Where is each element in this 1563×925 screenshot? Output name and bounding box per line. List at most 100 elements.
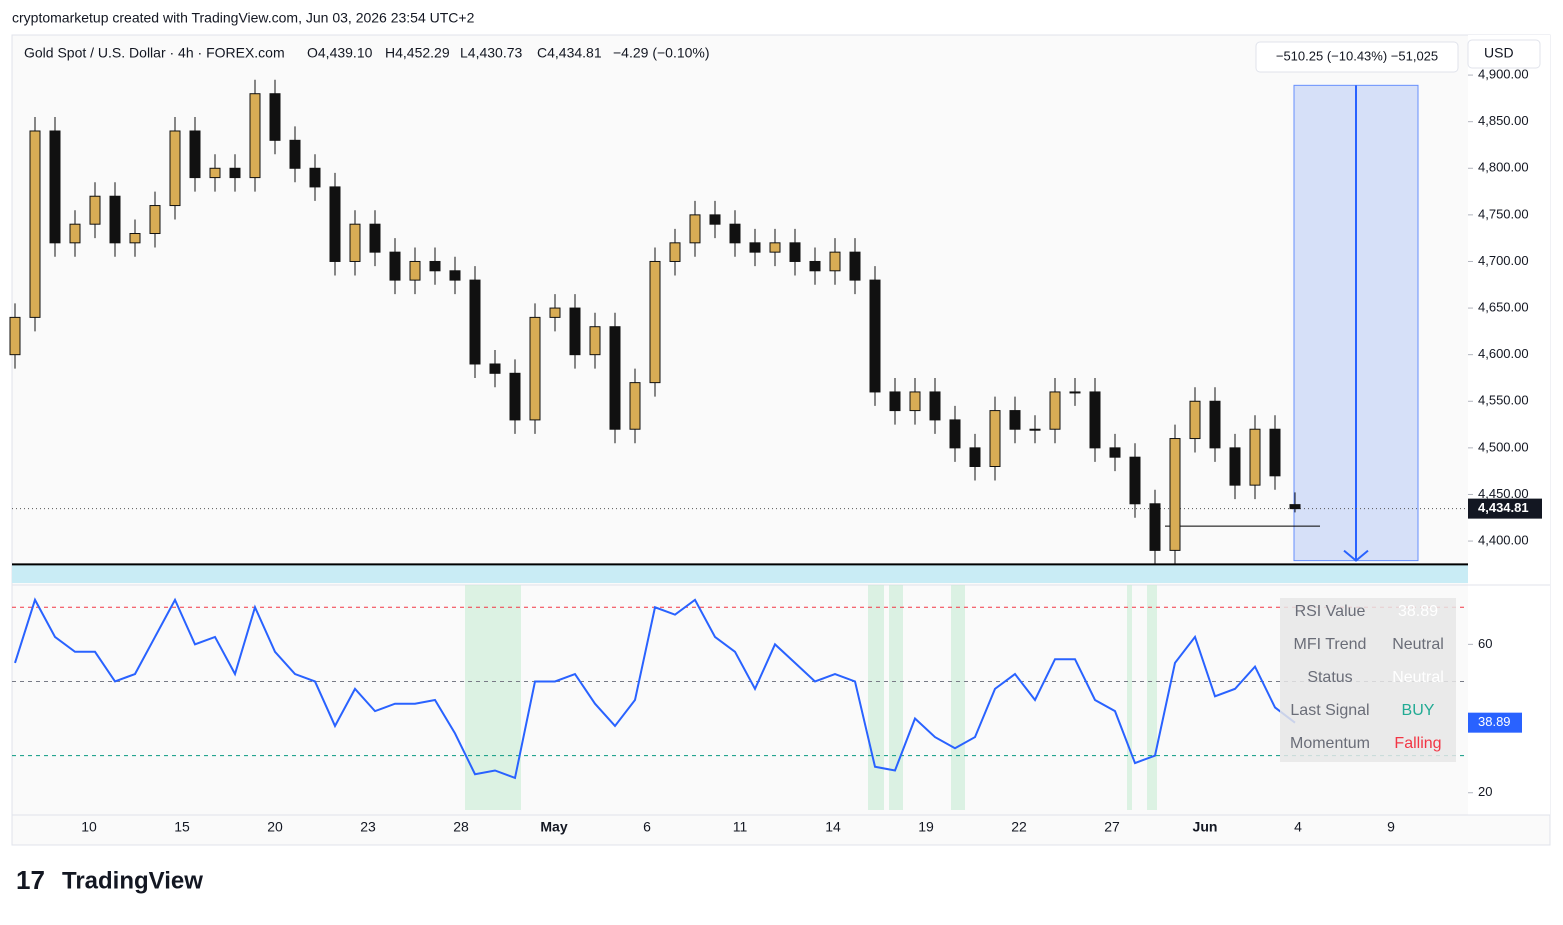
table-label: Momentum (1290, 735, 1370, 752)
candle-body (449, 270, 461, 281)
position-label: −510.25 (−10.43%) −51,025 (1276, 48, 1438, 63)
x-tick-label: 9 (1387, 819, 1395, 835)
candle-body (49, 130, 61, 244)
x-tick-label: 10 (81, 819, 97, 835)
candle-body (1189, 400, 1201, 440)
y-tick-label: 4,650.00 (1478, 300, 1529, 315)
candle-body (1169, 438, 1181, 551)
candle-body (29, 130, 41, 318)
candle-body (949, 419, 961, 449)
candle-body (509, 372, 521, 421)
candle-body (549, 307, 561, 318)
last-price-box (1468, 498, 1542, 519)
candle-body (429, 260, 441, 272)
y-tick-label: 4,700.00 (1478, 253, 1529, 268)
candle-body (729, 223, 741, 244)
y-tick-label: 4,400.00 (1478, 532, 1529, 547)
table-label: Last Signal (1290, 702, 1369, 719)
candle-body (329, 186, 341, 262)
candle-body (129, 233, 141, 244)
x-tick-label: 4 (1294, 819, 1302, 835)
candle-body (89, 195, 101, 225)
ohlc-close: C4,434.81 (537, 45, 602, 61)
candle-body (969, 447, 981, 468)
candle-body (209, 167, 221, 179)
candle-body (1069, 391, 1081, 394)
candle-body (169, 130, 181, 207)
candle-body (689, 214, 701, 244)
x-tick-label: 23 (360, 819, 376, 835)
y-tick-label: 4,750.00 (1478, 206, 1529, 221)
y-tick-label: 60 (1478, 636, 1492, 651)
candle-body (1289, 504, 1301, 510)
ohlc-low: L4,430.73 (460, 45, 522, 61)
candle-body (1269, 428, 1281, 477)
table-label: MFI Trend (1294, 636, 1367, 653)
support-zone (12, 564, 1468, 583)
candle-body (369, 223, 381, 253)
zone (1127, 585, 1132, 810)
table-value: 38.89 (1398, 603, 1438, 620)
y-tick-label: 4,800.00 (1478, 160, 1529, 175)
ohlc-high: H4,452.29 (385, 45, 450, 61)
price-axis (1468, 35, 1550, 815)
candle-body (69, 223, 81, 244)
ohlc-change: −4.29 (−0.10%) (613, 45, 710, 61)
symbol: Gold Spot / U.S. Dollar · 4h · FOREX.com (24, 45, 285, 61)
candle-body (609, 326, 621, 430)
table-bg (1280, 598, 1456, 762)
x-tick-label: 6 (643, 819, 651, 835)
candle-body (309, 167, 321, 188)
oversold-zones (465, 585, 1157, 810)
candle-body (1149, 503, 1161, 551)
candle-body (249, 93, 261, 179)
candle-body (1029, 428, 1041, 431)
candle-body (269, 93, 281, 141)
candle-body (849, 251, 861, 281)
x-tick-label: Jun (1193, 819, 1218, 835)
attribution: cryptomarketup created with TradingView.… (12, 10, 475, 26)
candle-body (929, 391, 941, 421)
candle-body (489, 363, 501, 374)
candle-body (1229, 447, 1241, 486)
candle-body (769, 242, 781, 253)
candle-body (909, 391, 921, 412)
candle-body (589, 326, 601, 356)
logo: 17 TradingView (16, 865, 203, 895)
candle-body (809, 260, 821, 272)
candle-body (109, 195, 121, 244)
currency-box[interactable] (1467, 39, 1541, 69)
candle-body (629, 382, 641, 430)
x-tick-label: 27 (1104, 819, 1120, 835)
last-price-label: 4,434.81 (1478, 500, 1529, 515)
table-value: Neutral (1392, 669, 1444, 686)
zone (1147, 585, 1157, 810)
table-value: Neutral (1392, 636, 1444, 653)
zone (889, 585, 903, 810)
table-label: RSI Value (1295, 603, 1366, 620)
candle-body (829, 251, 841, 272)
candle-body (709, 214, 721, 225)
y-tick-label: 4,600.00 (1478, 346, 1529, 361)
candle-body (569, 307, 581, 356)
candle-body (9, 316, 21, 356)
candle-body (889, 391, 901, 412)
rsi-line (14, 597, 1296, 780)
table-label: Status (1307, 669, 1352, 686)
candle-body (289, 139, 301, 169)
candle-body (1089, 391, 1101, 449)
x-tick-label: 19 (918, 819, 934, 835)
table-value: BUY (1402, 702, 1435, 719)
candle-body (669, 242, 681, 262)
ohlc-open: O4,439.10 (307, 45, 373, 61)
x-tick-label: May (540, 819, 567, 835)
x-tick-label: 14 (825, 819, 841, 835)
zone (951, 585, 965, 810)
x-tick-label: 15 (174, 819, 190, 835)
last-value-label: 38.89 (1478, 714, 1511, 729)
x-tick-label: 20 (267, 819, 283, 835)
zone (868, 585, 884, 810)
candle-body (149, 205, 161, 235)
table-value: Falling (1394, 735, 1441, 752)
